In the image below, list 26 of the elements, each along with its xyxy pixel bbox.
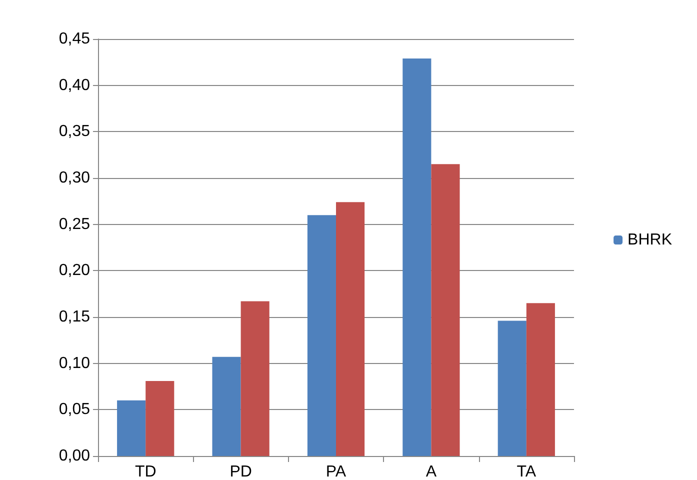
bar xyxy=(498,320,526,456)
bar xyxy=(240,301,270,456)
bar xyxy=(307,215,336,456)
y-tick-label: 0,40 xyxy=(58,76,90,94)
y-tick-label: 0,10 xyxy=(58,354,90,372)
y-tick-label: 0,30 xyxy=(58,170,90,186)
x-tick-label: A xyxy=(426,464,437,480)
y-tick-label: 0,15 xyxy=(58,308,90,326)
y-tick-label: 0,25 xyxy=(58,216,90,233)
y-tick-label: 0,20 xyxy=(58,262,90,280)
legend-label: BHRK xyxy=(628,232,672,248)
bar xyxy=(402,58,432,456)
bar xyxy=(336,202,365,456)
x-tick-label: TA xyxy=(516,464,536,480)
bar xyxy=(212,356,241,456)
bar xyxy=(146,380,174,456)
y-tick-label: 0,05 xyxy=(58,401,90,418)
y-tick-label: 0,35 xyxy=(58,123,90,140)
y-tick-label: 0,45 xyxy=(58,30,90,48)
bar xyxy=(117,400,146,456)
bar xyxy=(526,303,555,456)
y-tick-label: 0,00 xyxy=(58,448,90,464)
x-tick-label: PD xyxy=(230,464,252,480)
x-tick-label: PA xyxy=(326,464,346,480)
bar xyxy=(431,164,460,456)
x-tick-label: TD xyxy=(134,464,156,480)
